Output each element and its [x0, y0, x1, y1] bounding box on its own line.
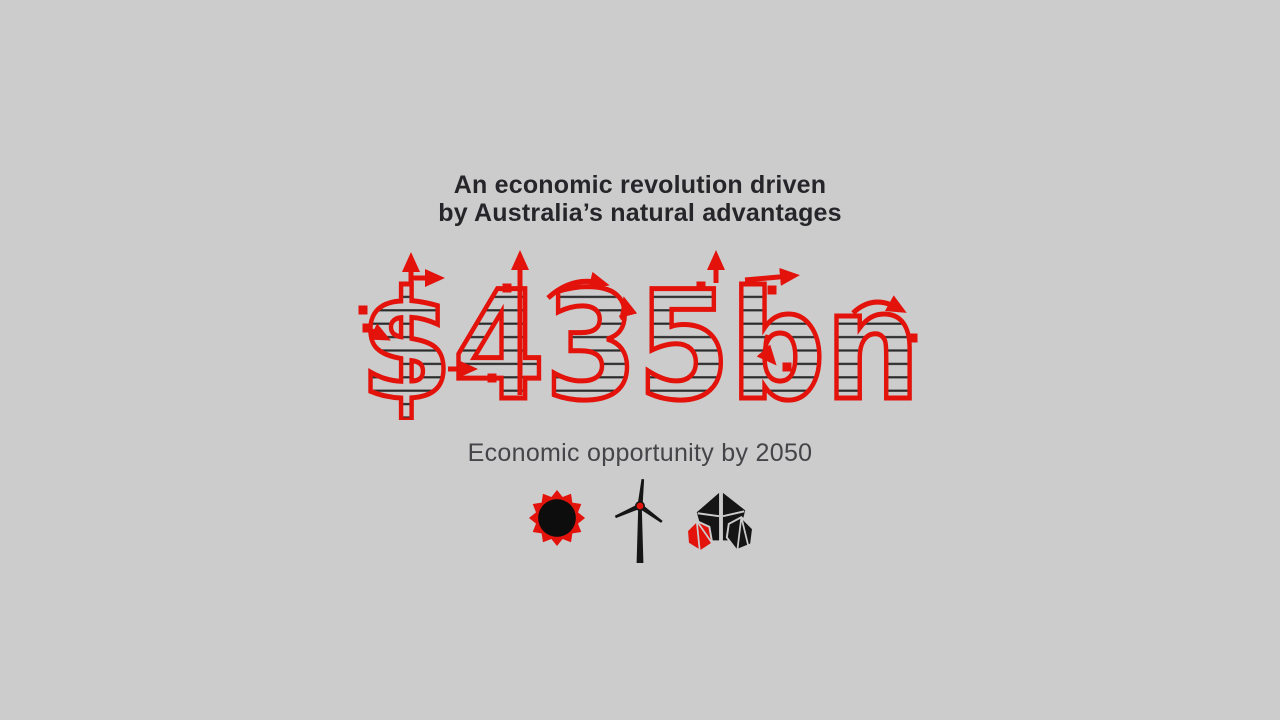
- title-line-1: An economic revolution driven: [453, 171, 827, 199]
- arrow-right-b: [744, 267, 800, 286]
- slide-title: An economic revolution driven by Austral…: [0, 171, 1280, 227]
- sun-core: [538, 499, 576, 537]
- headline-amount-graphic: $435bn: [358, 250, 923, 420]
- turbine-tower: [636, 508, 644, 563]
- trend-arrows: [358, 250, 918, 395]
- marker-square: [362, 323, 372, 333]
- slide-subtitle: Economic opportunity by 2050: [467, 439, 813, 467]
- wind-turbine-icon: [614, 479, 663, 563]
- marker-square: [358, 305, 368, 315]
- minerals-icon: [686, 492, 755, 553]
- arrow-diag-dollar: [368, 323, 391, 341]
- sun-icon: [528, 489, 586, 547]
- arrow-hook-three: [618, 296, 638, 321]
- crystal-red: [686, 519, 714, 553]
- marker-square: [487, 373, 497, 383]
- arrow-hook-b: [756, 334, 777, 366]
- marker-square: [696, 281, 706, 291]
- arrow-arc-n: [851, 295, 907, 315]
- headline-amount-text: $435bn: [360, 260, 920, 420]
- marker-square: [782, 362, 792, 372]
- marker-square: [502, 283, 512, 293]
- title-line-2: by Australia’s natural advantages: [438, 199, 842, 227]
- turbine-hub: [634, 500, 645, 511]
- arrow-arc-three: [546, 271, 610, 300]
- marker-square: [908, 333, 918, 343]
- crystal-black: [725, 515, 755, 552]
- marker-square: [767, 285, 777, 295]
